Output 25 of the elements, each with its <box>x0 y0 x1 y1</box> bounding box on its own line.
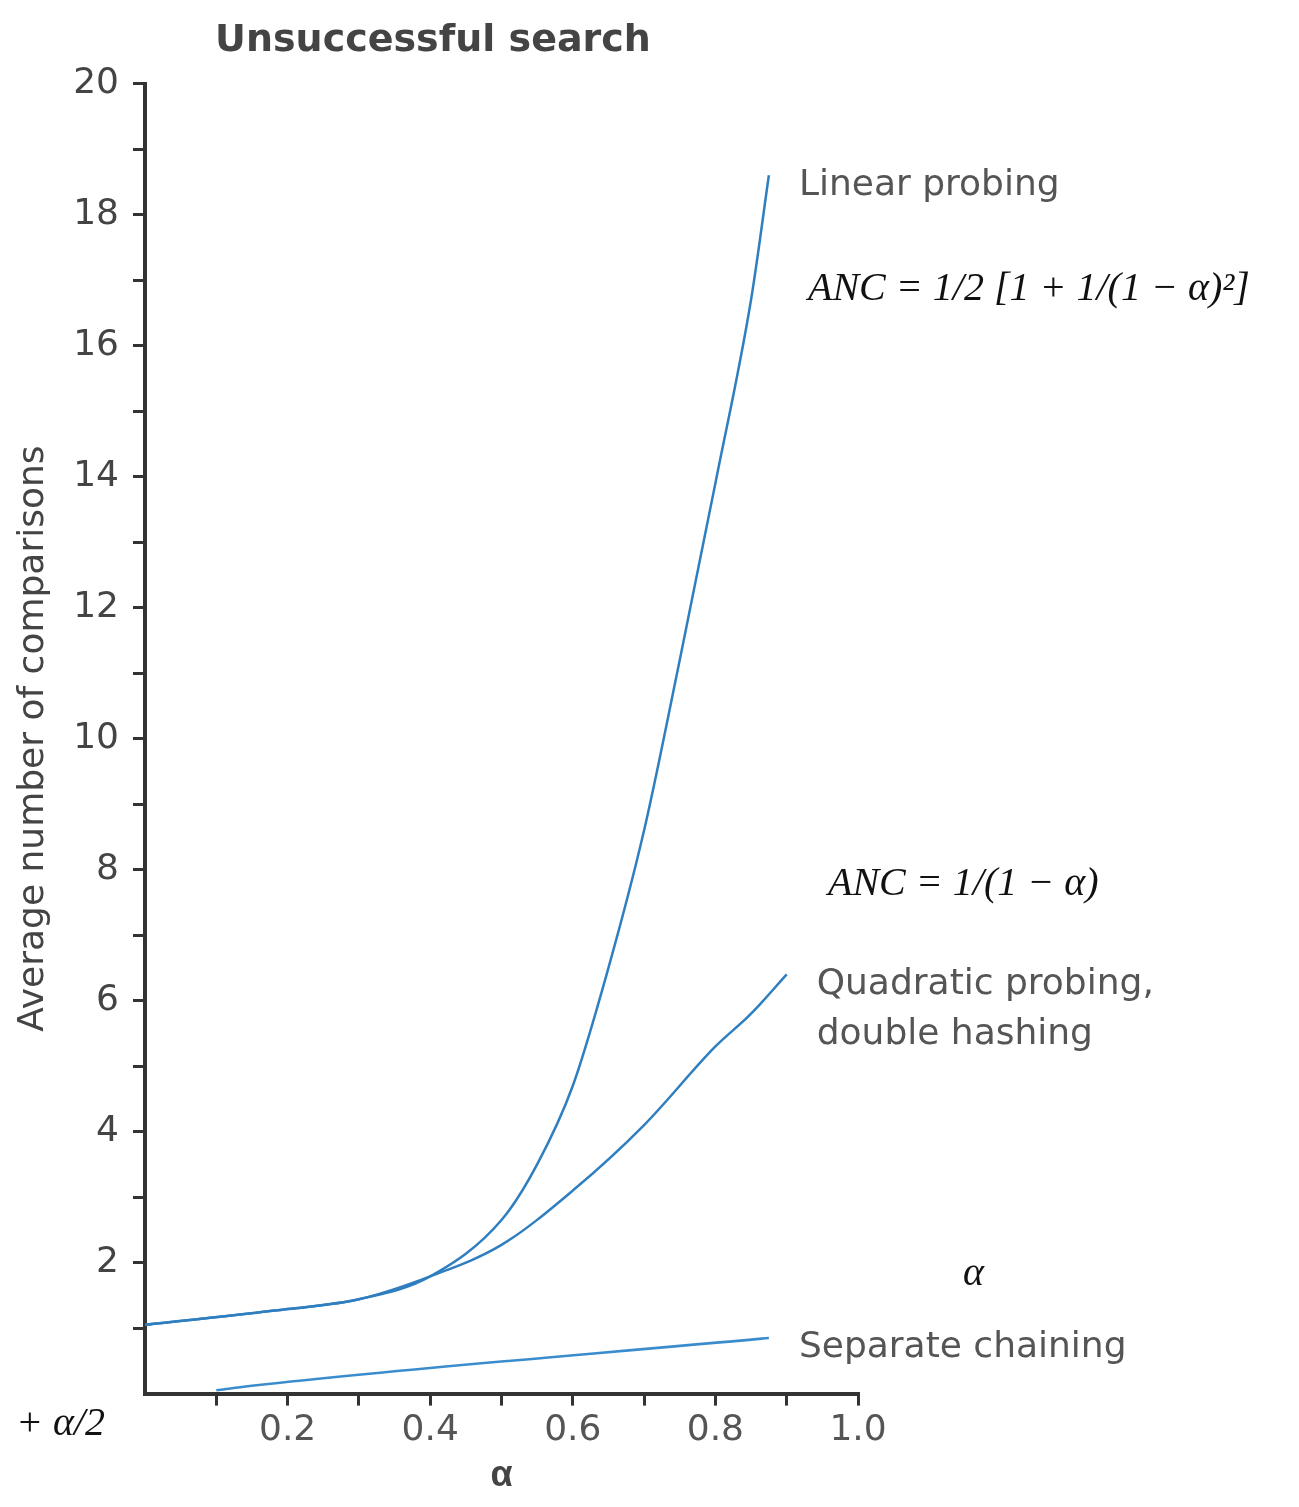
y-tick-label: 8 <box>96 845 120 887</box>
series-label: Linear probing <box>798 161 1060 203</box>
x-tick-label: 0.8 <box>686 1406 745 1448</box>
chart-title: Unsuccessful search <box>215 15 651 60</box>
text: + α/2 <box>16 1398 106 1445</box>
x-tick-label: 1.0 <box>829 1406 887 1448</box>
y-tick-label: 4 <box>96 1107 120 1149</box>
x-axis-title: α <box>490 1453 513 1495</box>
y-tick-label: 14 <box>73 452 120 494</box>
x-tick-label: 0.4 <box>401 1406 459 1448</box>
text: α <box>963 1248 984 1295</box>
y-tick-label: 20 <box>73 59 120 101</box>
x-tick-label: 0.6 <box>544 1406 602 1448</box>
y-tick-label: 18 <box>73 190 120 232</box>
y-axis-title: Average number of comparisons <box>9 445 51 1032</box>
annotation: ANC = 1/(1 − α) <box>828 858 1099 905</box>
y-tick-label: 12 <box>73 583 120 625</box>
y-tick-label: 10 <box>73 714 120 756</box>
x-tick-label: 0.2 <box>258 1406 317 1448</box>
annotation: ANC = 1/2 [1 + 1/(1 − α)²] <box>808 263 1250 310</box>
y-tick-label: 6 <box>96 976 120 1018</box>
series-label: Separate chaining <box>798 1324 1127 1366</box>
y-tick-label: 2 <box>96 1238 120 1280</box>
series-label: Quadratic probing, double hashing <box>816 960 1154 1052</box>
y-tick-label: 16 <box>73 321 120 363</box>
